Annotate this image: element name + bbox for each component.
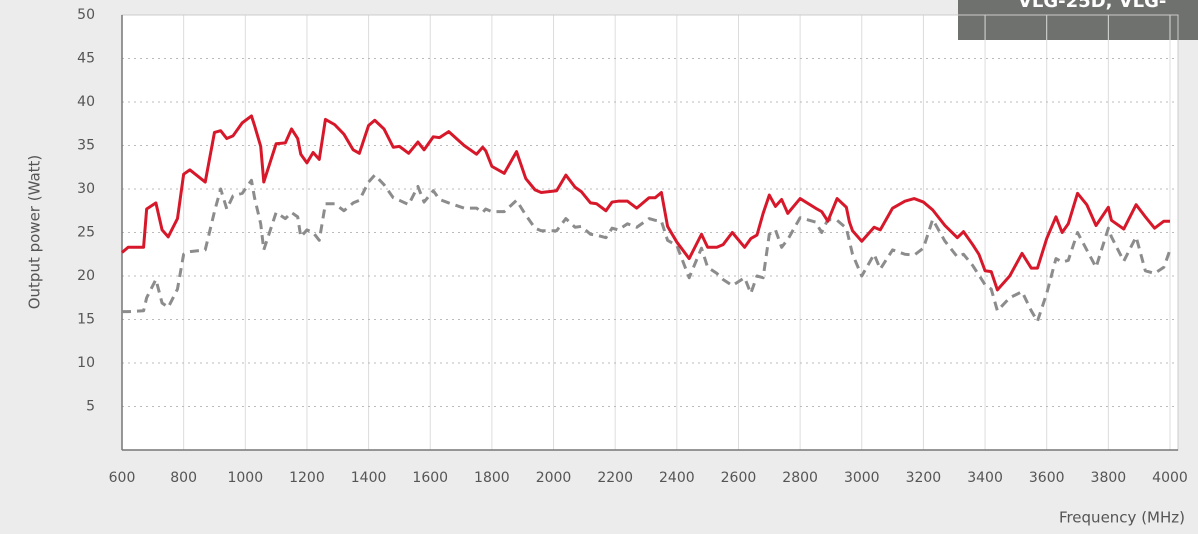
series-line: [122, 173, 1172, 323]
x-tick-label: 3600: [1029, 470, 1065, 486]
x-tick-label: 1600: [412, 470, 448, 486]
x-tick-label: 3000: [844, 470, 880, 486]
y-tick-label: 5: [86, 399, 95, 415]
x-tick-label: 1200: [289, 470, 325, 486]
x-tick-label: 2600: [721, 470, 757, 486]
x-tick-label: 800: [170, 470, 197, 486]
y-tick-label: 50: [77, 7, 95, 23]
x-tick-label: 1400: [351, 470, 387, 486]
x-tick-label: 2200: [597, 470, 633, 486]
x-tick-label: 2000: [536, 470, 572, 486]
x-tick-label: 1000: [227, 470, 263, 486]
x-axis-label: Frequency (MHz): [1059, 509, 1185, 527]
x-tick-label: 3400: [967, 470, 1003, 486]
y-tick-label: 10: [77, 355, 95, 371]
banner-box: [958, 0, 1198, 40]
x-tick-label: 2400: [659, 470, 695, 486]
x-tick-label: 4000: [1152, 470, 1188, 486]
x-tick-label: 3800: [1091, 470, 1127, 486]
y-tick-label: 20: [77, 268, 95, 284]
x-tick-label: 1800: [474, 470, 510, 486]
y-tick-label: 30: [77, 181, 95, 197]
y-tick-label: 25: [77, 225, 95, 241]
y-tick-label: 40: [77, 94, 95, 110]
x-tick-label: 3200: [906, 470, 942, 486]
x-tick-label: 2800: [782, 470, 818, 486]
series-line: [121, 114, 1170, 292]
y-tick-label: 15: [77, 312, 95, 328]
banner: VLG-25D, VLG-: [1018, 0, 1166, 12]
y-axis-label: Output power (Watt): [26, 155, 44, 310]
x-tick-label: 600: [109, 470, 136, 486]
y-tick-label: 45: [77, 51, 95, 67]
y-tick-label: 35: [77, 138, 95, 154]
